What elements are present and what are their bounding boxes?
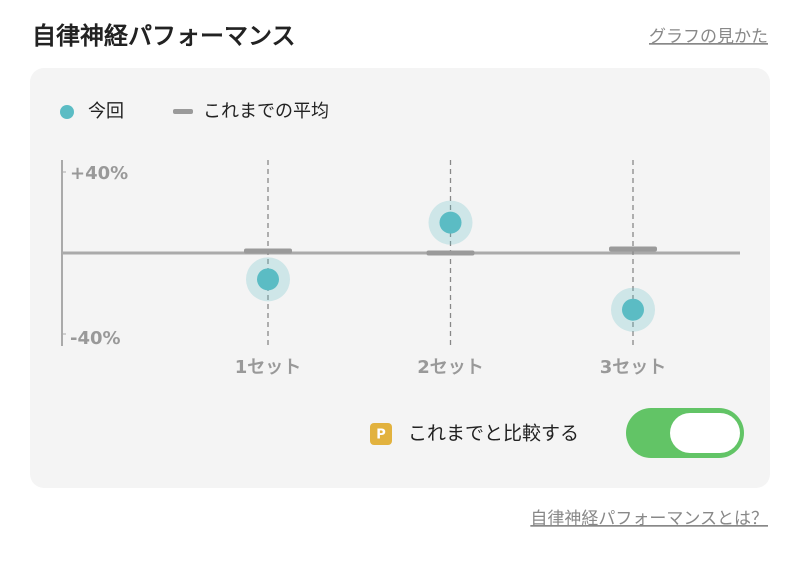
legend-marker [60,105,74,119]
badge-bg [370,423,392,445]
title: 自律神経パフォーマンス [32,22,296,50]
x-tick-label: 1セット [235,357,302,378]
toggle[interactable] [626,408,744,458]
card [30,68,770,488]
x-tick-label: 3セット [600,357,667,378]
about-link[interactable]: 自律神経パフォーマンスとは？ [530,509,768,529]
legend-label: 今回 [88,101,124,122]
chart: 今回 これまでの平均 +40% -40% 1セット 2セット 3セット [60,101,740,378]
current-dot [622,298,644,321]
average-mark [426,250,475,256]
legend-label: これまでの平均 [203,101,329,122]
toggle-label: これまでと比較する [408,423,579,445]
average-mark [244,248,292,254]
badge: P [376,428,386,443]
current-dot [439,211,462,234]
current-dot [257,268,279,291]
help-link[interactable]: グラフの見かた [649,27,768,47]
y-tick-label: +40% [70,163,128,184]
legend-marker [173,109,193,114]
average-mark [609,246,657,252]
x-tick-label: 2セット [417,357,484,378]
toggle-knob [670,413,740,453]
y-tick-label: -40% [70,328,121,349]
